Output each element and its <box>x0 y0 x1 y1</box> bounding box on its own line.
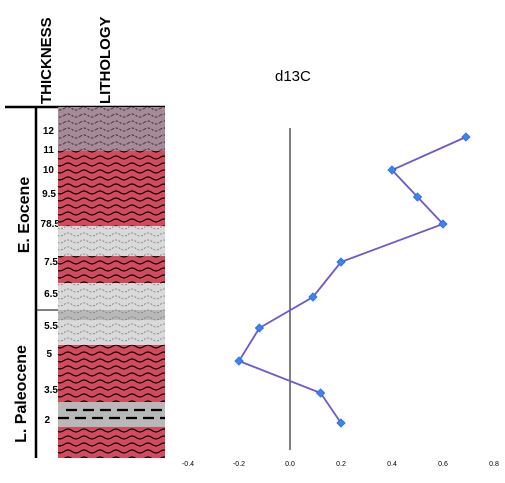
x-tick-label: 0.0 <box>285 461 295 468</box>
x-tick-label: 0.4 <box>387 461 397 468</box>
data-point <box>308 292 318 302</box>
series-line <box>237 136 467 424</box>
lithology-texture <box>58 283 165 310</box>
thickness-label: 7.5 <box>44 257 58 268</box>
thickness-label: 3.5 <box>44 385 58 396</box>
x-tick-label: 0.6 <box>438 461 448 468</box>
data-point <box>315 388 326 398</box>
data-point <box>387 165 397 175</box>
chart-title: d13C <box>275 68 311 85</box>
data-point <box>254 323 265 333</box>
data-point <box>336 257 346 267</box>
x-tick-label: -0.2 <box>233 461 245 468</box>
lithology-column <box>58 107 165 458</box>
thickness-label: 11 <box>43 145 54 156</box>
x-tick-label: 0.2 <box>336 461 346 468</box>
data-point <box>336 418 346 428</box>
thickness-label: 5 <box>46 349 52 360</box>
lithology-texture <box>58 256 165 283</box>
lithology-texture <box>58 226 165 256</box>
thickness-label: 78.5 <box>40 219 60 230</box>
lithology-texture <box>58 151 165 226</box>
data-point <box>234 356 244 366</box>
thickness-label: 5.5 <box>44 321 58 332</box>
thickness-label: 10 <box>42 165 54 176</box>
lithology-texture <box>58 107 165 151</box>
thickness-label: 2 <box>44 415 50 426</box>
data-point <box>412 192 423 202</box>
lithology-texture <box>58 320 165 345</box>
thickness-label: 6.5 <box>44 289 58 300</box>
lithology-texture <box>58 310 165 320</box>
d13c-plot: -0.4 -0.2 0.0 0.2 0.4 0.6 0.8 <box>182 128 499 468</box>
data-point <box>461 132 471 142</box>
lithology-texture <box>58 345 165 402</box>
data-point <box>438 219 448 229</box>
thickness-label: 12 <box>42 126 54 137</box>
lithology-layer <box>58 402 165 427</box>
x-tick-label: -0.4 <box>182 461 194 468</box>
thickness-label: 9.5 <box>42 189 56 200</box>
lithology-texture <box>58 427 165 458</box>
x-tick-label: 0.8 <box>489 461 499 468</box>
